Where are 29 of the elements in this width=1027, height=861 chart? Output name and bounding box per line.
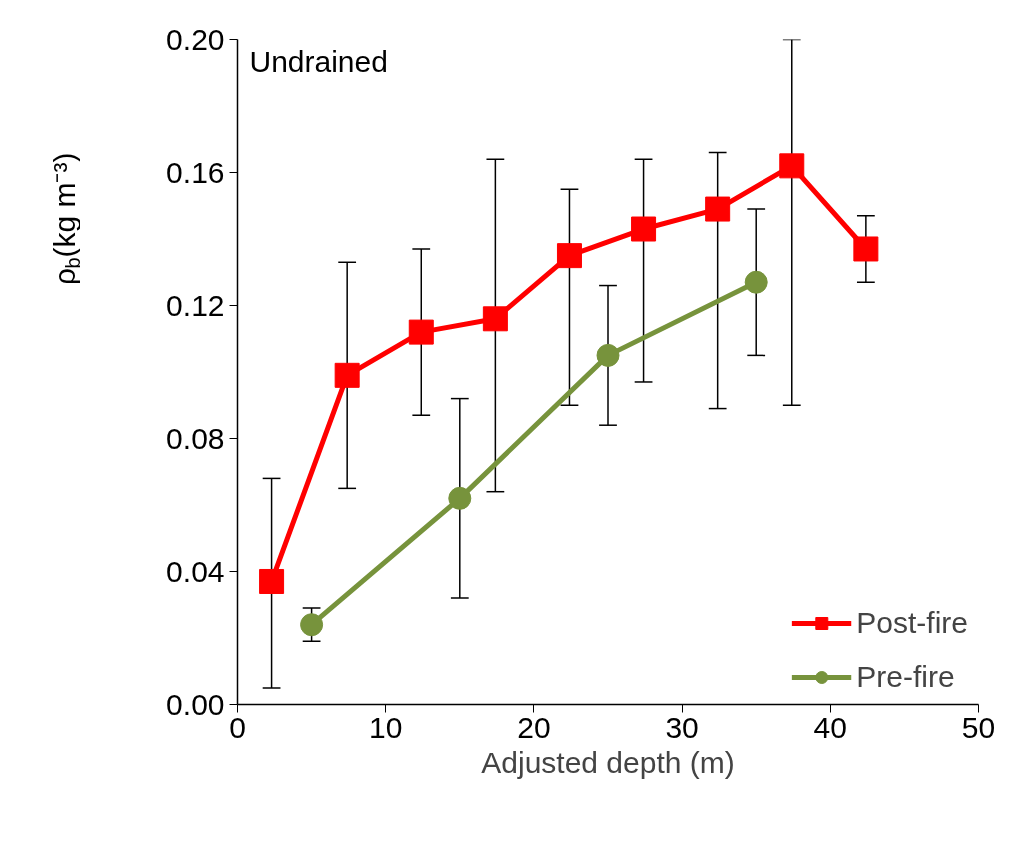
y-tick-label: 0.16	[166, 155, 225, 189]
point	[259, 568, 285, 594]
point	[482, 306, 508, 332]
x-tick-label: 30	[665, 710, 699, 744]
legend-label: Post-fire	[856, 606, 968, 640]
y-tick-label: 0.04	[166, 554, 225, 588]
y-tick-label: 0.20	[166, 22, 225, 56]
annotation: Undrained	[249, 44, 388, 78]
point	[408, 319, 434, 345]
legend-label: Pre-fire	[856, 660, 955, 694]
point	[744, 270, 768, 294]
point	[334, 362, 360, 388]
y-tick-label: 0.00	[166, 687, 225, 721]
point	[556, 243, 582, 269]
point	[448, 486, 472, 510]
x-axis-title: Adjusted depth (m)	[481, 745, 735, 779]
y-tick-label: 0.08	[166, 421, 225, 455]
point	[705, 196, 731, 222]
x-tick-label: 50	[961, 710, 996, 744]
point	[779, 153, 805, 179]
point	[631, 216, 657, 242]
y-tick-label: 0.12	[166, 288, 225, 322]
point	[853, 236, 879, 262]
x-tick-label: 40	[813, 710, 847, 744]
x-tick-label: 20	[517, 710, 551, 744]
x-tick-label: 0	[229, 710, 246, 744]
x-tick-label: 10	[369, 710, 403, 744]
point	[300, 613, 324, 637]
point	[596, 343, 620, 367]
